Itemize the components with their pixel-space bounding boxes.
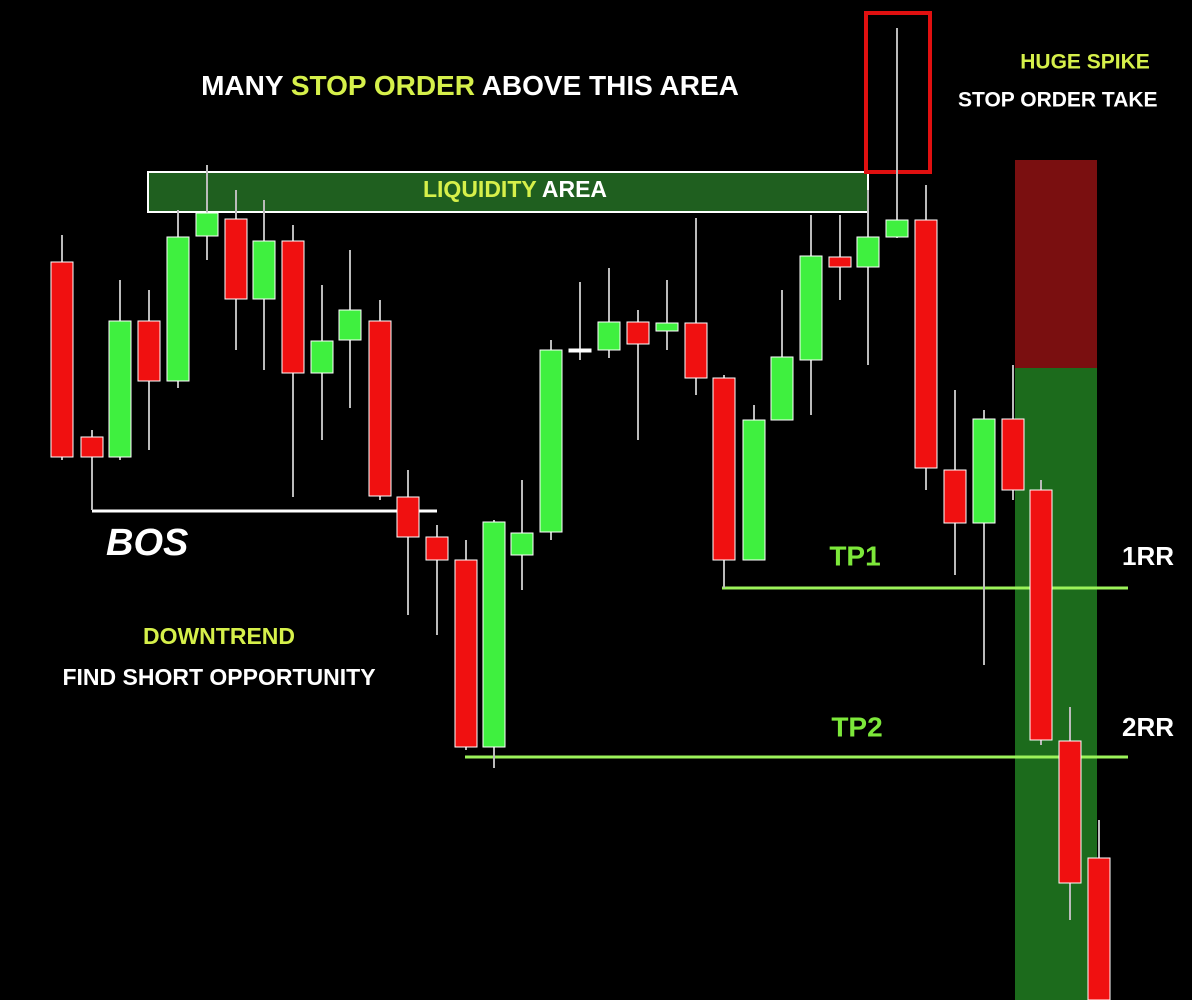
candle-body	[396, 496, 420, 538]
candle-body	[166, 236, 190, 382]
candle-body	[626, 321, 650, 345]
candle-body	[80, 436, 104, 458]
candle-body	[1001, 418, 1025, 491]
candle-body	[368, 320, 392, 497]
candle-body	[1058, 740, 1082, 884]
candle-body	[338, 309, 362, 341]
candle-body	[281, 240, 305, 374]
header-part: MANY	[201, 70, 284, 101]
candle-body	[425, 536, 449, 561]
risk-zone	[1015, 160, 1097, 368]
spike-subtitle: STOP ORDER TAKE	[958, 89, 1158, 112]
candle-body	[655, 322, 679, 332]
candles	[50, 28, 1111, 1000]
candle-body	[712, 377, 736, 561]
candle-body	[770, 356, 794, 421]
candle-body	[885, 219, 909, 238]
candle-body	[597, 321, 621, 351]
candle-body	[137, 320, 161, 382]
candle-body	[1029, 489, 1053, 741]
trend-title: DOWNTREND	[143, 623, 295, 649]
candle-body	[684, 322, 708, 379]
candle-body	[108, 320, 132, 458]
candle-body	[482, 521, 506, 748]
tp-label: TP1	[829, 540, 880, 571]
trend-subtitle: FIND SHORT OPPORTUNITY	[62, 664, 375, 690]
candle-body	[454, 559, 478, 748]
rr-label: 1RR	[1122, 541, 1174, 571]
candle-body	[195, 212, 219, 237]
candle-body	[50, 261, 74, 458]
reward-zone	[1015, 368, 1097, 1000]
liquidity-part: AREA	[542, 176, 607, 202]
candle-body	[1087, 857, 1111, 1000]
liquidity-part: LIQUIDITY	[423, 176, 536, 202]
candle-body	[224, 218, 248, 300]
candle-body	[799, 255, 823, 361]
candle-body	[943, 469, 967, 524]
rr-label: 2RR	[1122, 712, 1174, 742]
candle-body	[856, 236, 880, 268]
header-part: STOP ORDER	[291, 70, 475, 101]
candle-body	[310, 340, 334, 374]
spike-title: HUGE SPIKE	[1020, 51, 1150, 74]
candle-body	[539, 349, 563, 533]
candle-body	[568, 348, 592, 353]
liquidity-area	[147, 171, 869, 213]
candle-body	[914, 219, 938, 469]
tp-label: TP2	[831, 711, 882, 742]
candle-body	[742, 419, 766, 561]
bos-label: BOS	[106, 522, 188, 564]
candle-body	[252, 240, 276, 300]
candle-body	[972, 418, 996, 524]
header-part: ABOVE THIS AREA	[482, 70, 739, 101]
candle-body	[828, 256, 852, 268]
candle-body	[510, 532, 534, 556]
header: MANY STOP ORDER ABOVE THIS AREA	[201, 70, 739, 101]
liquidity-label: LIQUIDITY AREA	[423, 176, 607, 202]
